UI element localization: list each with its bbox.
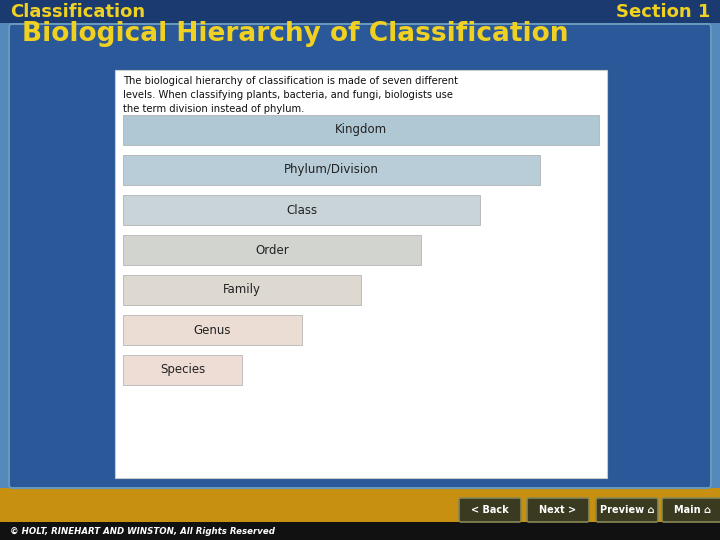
- Text: Classification: Classification: [10, 3, 145, 21]
- Text: Next >: Next >: [539, 505, 577, 515]
- FancyBboxPatch shape: [596, 498, 658, 522]
- Text: Section 1: Section 1: [616, 3, 710, 21]
- Text: © HOLT, RINEHART AND WINSTON, All Rights Reserved: © HOLT, RINEHART AND WINSTON, All Rights…: [10, 526, 275, 536]
- Text: Species: Species: [160, 363, 205, 376]
- Text: Genus: Genus: [194, 323, 231, 336]
- FancyBboxPatch shape: [9, 24, 711, 488]
- Bar: [0, 488, 720, 540]
- Text: Biological Hierarchy of Classification: Biological Hierarchy of Classification: [22, 21, 569, 47]
- Text: Family: Family: [223, 284, 261, 296]
- Bar: [123, 235, 420, 265]
- Text: Phylum/Division: Phylum/Division: [284, 164, 379, 177]
- FancyBboxPatch shape: [459, 498, 521, 522]
- Bar: [123, 155, 539, 185]
- Text: Kingdom: Kingdom: [335, 124, 387, 137]
- Text: < Back: < Back: [471, 505, 509, 515]
- Bar: [123, 115, 599, 145]
- Bar: [123, 195, 480, 225]
- Bar: [123, 355, 242, 385]
- Text: Preview ⌂: Preview ⌂: [600, 505, 654, 515]
- Bar: [115, 70, 607, 478]
- FancyBboxPatch shape: [527, 498, 589, 522]
- Text: The biological hierarchy of classification is made of seven different
levels. Wh: The biological hierarchy of classificati…: [123, 76, 458, 114]
- Bar: [123, 315, 302, 345]
- Text: Main ⌂: Main ⌂: [675, 505, 711, 515]
- FancyBboxPatch shape: [662, 498, 720, 522]
- Text: Class: Class: [286, 204, 317, 217]
- Bar: [0, 522, 720, 540]
- Text: Order: Order: [255, 244, 289, 256]
- Bar: [123, 275, 361, 305]
- Bar: [0, 0, 720, 23]
